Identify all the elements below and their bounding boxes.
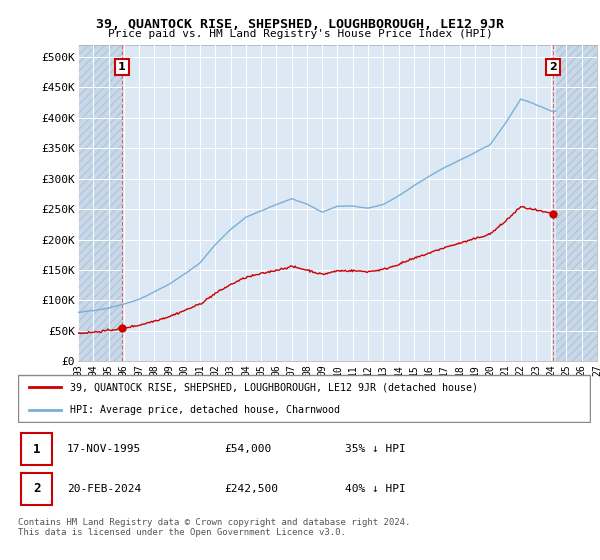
- Text: 39, QUANTOCK RISE, SHEPSHED, LOUGHBOROUGH, LE12 9JR (detached house): 39, QUANTOCK RISE, SHEPSHED, LOUGHBOROUG…: [70, 382, 478, 393]
- Text: £242,500: £242,500: [224, 484, 278, 494]
- Text: 40% ↓ HPI: 40% ↓ HPI: [344, 484, 406, 494]
- FancyBboxPatch shape: [21, 473, 52, 505]
- Bar: [78, 45, 122, 361]
- FancyBboxPatch shape: [21, 433, 52, 465]
- Text: 1: 1: [118, 62, 126, 72]
- Text: 1: 1: [33, 442, 40, 455]
- Bar: [556, 45, 597, 361]
- Text: Price paid vs. HM Land Registry's House Price Index (HPI): Price paid vs. HM Land Registry's House …: [107, 29, 493, 39]
- Text: Contains HM Land Registry data © Crown copyright and database right 2024.
This d: Contains HM Land Registry data © Crown c…: [18, 518, 410, 538]
- Text: 2: 2: [33, 483, 40, 496]
- FancyBboxPatch shape: [18, 375, 590, 422]
- Text: 17-NOV-1995: 17-NOV-1995: [67, 444, 141, 454]
- Text: 35% ↓ HPI: 35% ↓ HPI: [344, 444, 406, 454]
- Text: £54,000: £54,000: [224, 444, 272, 454]
- Text: 20-FEB-2024: 20-FEB-2024: [67, 484, 141, 494]
- Text: HPI: Average price, detached house, Charnwood: HPI: Average price, detached house, Char…: [70, 405, 340, 415]
- Text: 39, QUANTOCK RISE, SHEPSHED, LOUGHBOROUGH, LE12 9JR: 39, QUANTOCK RISE, SHEPSHED, LOUGHBOROUG…: [96, 18, 504, 31]
- Text: 2: 2: [549, 62, 557, 72]
